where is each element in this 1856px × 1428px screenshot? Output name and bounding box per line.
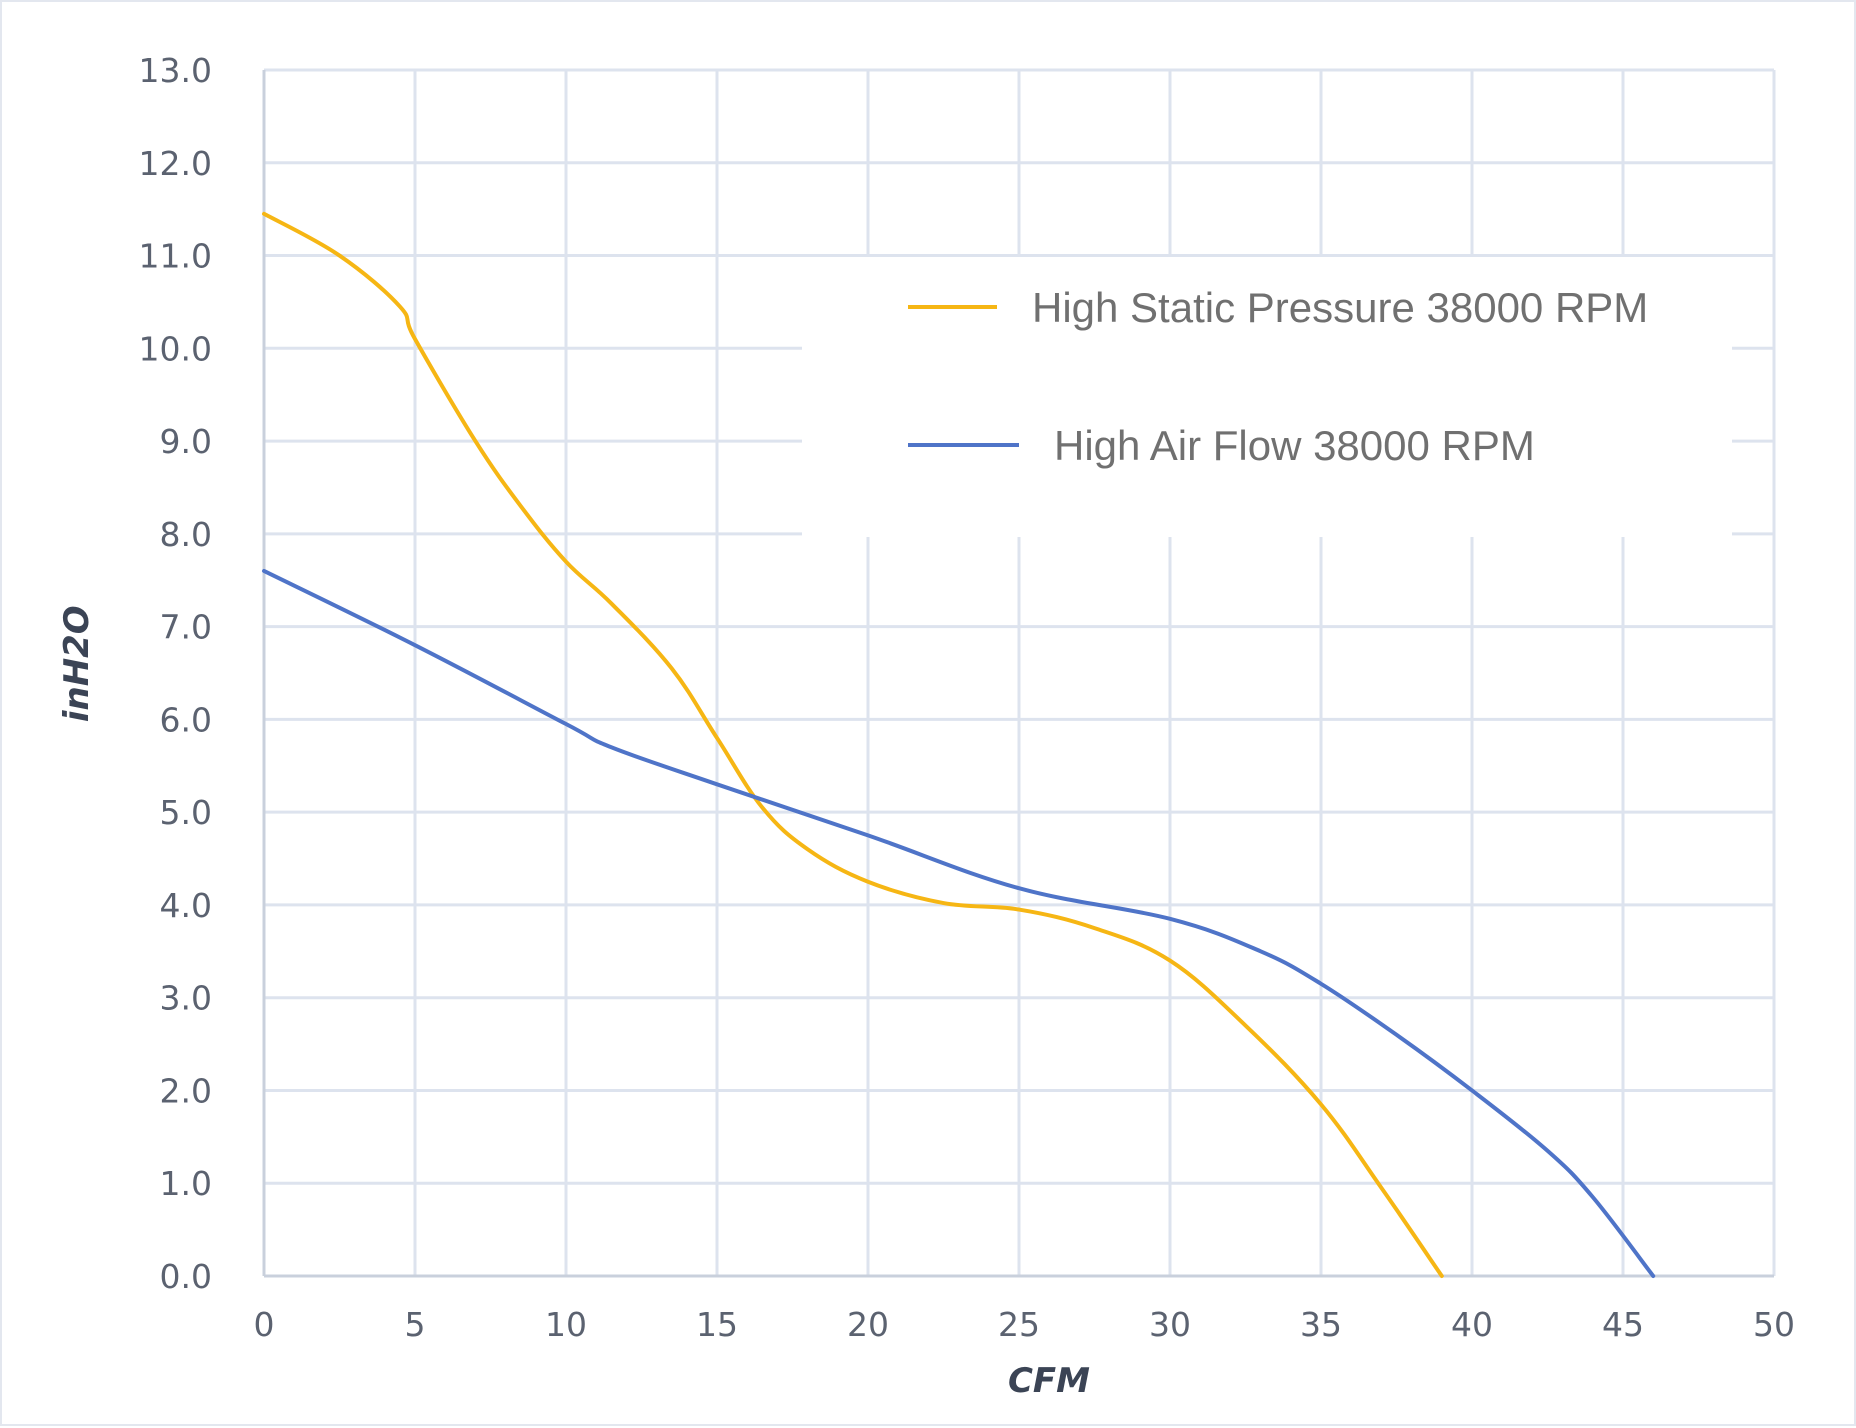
series-line-high-air-flow-38000-rpm [262, 568, 1656, 1278]
legend-label-high-air-flow-38000-rpm: High Air Flow 38000 RPM [1054, 422, 1535, 469]
x-tick-label: 30 [1149, 1305, 1191, 1344]
legend-label-high-static-pressure-38000-rpm: High Static Pressure 38000 RPM [1032, 284, 1648, 331]
y-tick-label: 0.0 [160, 1257, 212, 1296]
x-tick-label: 20 [847, 1305, 889, 1344]
x-tick-label: 40 [1451, 1305, 1493, 1344]
y-tick-label: 1.0 [160, 1164, 212, 1203]
x-tick-label: 35 [1300, 1305, 1342, 1344]
y-tick-label: 11.0 [139, 237, 212, 276]
x-axis-title: CFM [1008, 1361, 1090, 1401]
y-tick-label: 10.0 [139, 329, 212, 368]
x-tick-label: 25 [998, 1305, 1040, 1344]
y-tick-label: 5.0 [160, 793, 212, 832]
y-tick-label: 4.0 [160, 886, 212, 925]
y-tick-label: 9.0 [160, 422, 212, 461]
y-tick-label: 8.0 [160, 515, 212, 554]
legend-box [802, 257, 1732, 537]
x-tick-label: 10 [545, 1305, 587, 1344]
x-tick-label: 45 [1602, 1305, 1644, 1344]
y-tick-label: 2.0 [160, 1071, 212, 1110]
x-tick-label: 15 [696, 1305, 738, 1344]
y-tick-label: 7.0 [160, 608, 212, 647]
y-tick-label: 6.0 [160, 700, 212, 739]
x-tick-label: 5 [405, 1305, 426, 1344]
y-tick-label: 12.0 [139, 144, 212, 183]
series-line-high-static-pressure-38000-rpm [262, 211, 1444, 1278]
y-tick-label: 3.0 [160, 979, 212, 1018]
x-tick-label: 0 [254, 1305, 275, 1344]
x-tick-label: 50 [1753, 1305, 1795, 1344]
y-axis-title: inH2O [57, 605, 97, 722]
y-tick-label: 13.0 [139, 51, 212, 90]
